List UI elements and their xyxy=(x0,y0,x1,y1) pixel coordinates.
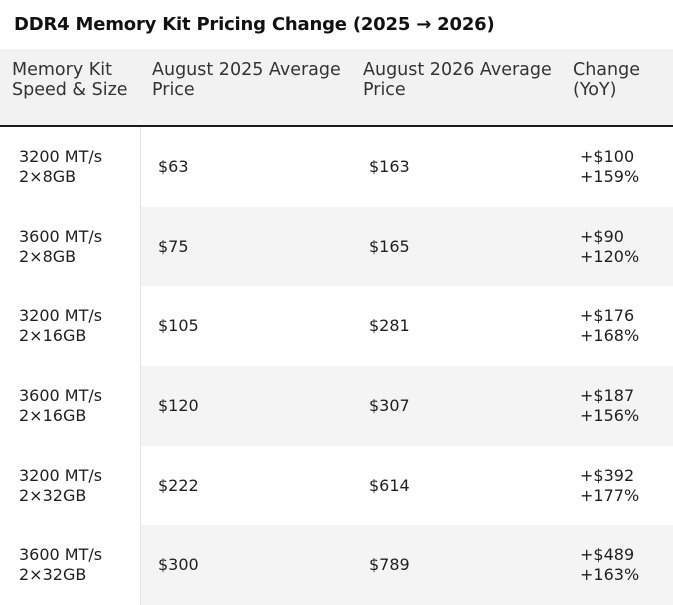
kit-size: 2×8GB xyxy=(19,166,77,186)
change-amount: +$489 xyxy=(580,545,635,565)
table-row: 3600 MT/s 2×16GB $120 $307 +$187 +156% xyxy=(0,366,673,446)
change-cell: +$392 +177% xyxy=(563,466,673,506)
change-cell: +$176 +168% xyxy=(563,306,673,346)
aug-2026-price-cell: $789 xyxy=(369,555,410,575)
kit-speed: 3200 MT/s xyxy=(19,146,103,166)
aug-2025-price-cell: $105 xyxy=(158,316,199,336)
kit-speed: 3600 MT/s xyxy=(19,226,103,246)
kit-size: 2×16GB xyxy=(19,326,87,346)
change-percent: +168% xyxy=(580,326,640,346)
aug-2026-price-cell: $163 xyxy=(369,156,410,176)
change-amount: +$392 xyxy=(580,465,635,485)
change-amount: +$100 xyxy=(580,146,635,166)
aug-2026-price-cell: $281 xyxy=(369,316,410,336)
kit-size: 2×8GB xyxy=(19,246,77,266)
kit-size: 2×32GB xyxy=(19,565,87,585)
change-amount: +$176 xyxy=(580,306,635,326)
header-aug-2025-price: August 2025 Average Price xyxy=(141,49,352,125)
table-row: 3200 MT/s 2×8GB $63 $163 +$100 +159% xyxy=(0,127,673,207)
kit-speed: 3200 MT/s xyxy=(19,306,103,326)
header-label-line: August 2026 Average xyxy=(363,60,552,80)
aug-2025-price-cell: $75 xyxy=(158,236,189,256)
change-percent: +156% xyxy=(580,405,640,425)
kit-speed: 3200 MT/s xyxy=(19,465,103,485)
memory-kit-cell: 3600 MT/s 2×8GB xyxy=(0,206,141,287)
aug-2025-price-cell: $300 xyxy=(158,555,199,575)
kit-speed: 3600 MT/s xyxy=(19,545,103,565)
pricing-table: Memory Kit Speed & Size August 2025 Aver… xyxy=(0,49,673,605)
aug-2026-price-cell: $614 xyxy=(369,475,410,495)
kit-size: 2×32GB xyxy=(19,485,87,505)
aug-2025-price-cell: $63 xyxy=(158,156,189,176)
change-cell: +$187 +156% xyxy=(563,386,673,426)
table-row: 3200 MT/s 2×16GB $105 $281 +$176 +168% xyxy=(0,286,673,367)
memory-kit-cell: 3200 MT/s 2×32GB xyxy=(0,445,141,526)
header-label-line: Memory Kit xyxy=(12,60,112,80)
table-title: DDR4 Memory Kit Pricing Change (2025 → 2… xyxy=(14,14,495,35)
change-cell: +$100 +159% xyxy=(563,147,673,187)
header-aug-2026-price: August 2026 Average Price xyxy=(352,49,563,125)
change-amount: +$90 xyxy=(580,226,624,246)
change-percent: +177% xyxy=(580,485,640,505)
change-percent: +163% xyxy=(580,565,640,585)
header-label-line: August 2025 Average xyxy=(152,60,341,80)
memory-kit-cell: 3200 MT/s 2×16GB xyxy=(0,286,141,367)
header-label-line: (YoY) xyxy=(573,80,617,100)
header-label-line: Price xyxy=(363,80,406,100)
aug-2025-price-cell: $222 xyxy=(158,475,199,495)
table-row: 3600 MT/s 2×32GB $300 $789 +$489 +163% xyxy=(0,525,673,605)
memory-kit-cell: 3200 MT/s 2×8GB xyxy=(0,127,141,207)
header-change-yoy: Change (YoY) xyxy=(563,49,673,125)
change-cell: +$489 +163% xyxy=(563,545,673,585)
header-label-line: Change xyxy=(573,60,641,80)
change-percent: +120% xyxy=(580,246,640,266)
aug-2026-price-cell: $165 xyxy=(369,236,410,256)
header-memory-kit: Memory Kit Speed & Size xyxy=(0,49,141,125)
change-percent: +159% xyxy=(580,166,640,186)
table-row: 3200 MT/s 2×32GB $222 $614 +$392 +177% xyxy=(0,445,673,526)
aug-2026-price-cell: $307 xyxy=(369,395,410,415)
aug-2025-price-cell: $120 xyxy=(158,395,199,415)
header-label-line: Speed & Size xyxy=(12,80,128,100)
table-header-row: Memory Kit Speed & Size August 2025 Aver… xyxy=(0,49,673,127)
change-amount: +$187 xyxy=(580,385,635,405)
memory-kit-cell: 3600 MT/s 2×32GB xyxy=(0,525,141,605)
kit-speed: 3600 MT/s xyxy=(19,385,103,405)
kit-size: 2×16GB xyxy=(19,405,87,425)
header-label-line: Price xyxy=(152,80,195,100)
table-row: 3600 MT/s 2×8GB $75 $165 +$90 +120% xyxy=(0,206,673,287)
memory-kit-cell: 3600 MT/s 2×16GB xyxy=(0,366,141,446)
change-cell: +$90 +120% xyxy=(563,227,673,267)
